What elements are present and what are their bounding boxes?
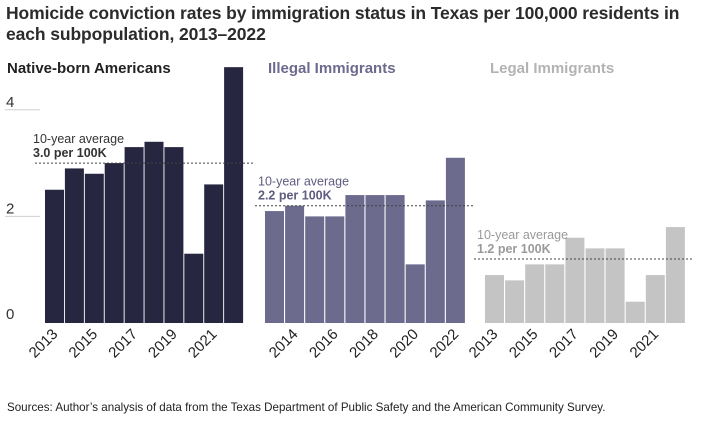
x-tick-label: 2017 — [546, 326, 582, 362]
bar — [45, 189, 64, 323]
x-tick-label: 2018 — [346, 326, 382, 362]
source-note: Sources: Author’s analysis of data from … — [7, 401, 606, 414]
x-tick-label: 2016 — [306, 326, 342, 362]
bar — [405, 264, 425, 323]
y-tick-label: 4 — [6, 94, 14, 111]
bar — [565, 237, 585, 323]
bar — [64, 168, 84, 323]
average-label: 10-year average — [477, 228, 568, 242]
y-tick-label: 0 — [6, 306, 14, 323]
bar — [305, 216, 325, 323]
panel-title: Illegal Immigrants — [268, 60, 396, 77]
panel-title: Native-born Americans — [7, 60, 171, 77]
average-value-label: 2.2 per 100K — [258, 189, 332, 203]
bar — [485, 275, 504, 323]
bar — [605, 248, 625, 323]
bar — [525, 264, 545, 323]
bar — [385, 195, 405, 323]
bar — [184, 253, 204, 323]
bar — [325, 216, 345, 323]
average-value-label: 3.0 per 100K — [33, 146, 107, 160]
bar — [445, 157, 465, 323]
x-tick-label: 2022 — [427, 326, 463, 362]
bar — [625, 301, 645, 323]
bar — [84, 173, 104, 323]
x-tick-label: 2015 — [506, 326, 542, 362]
bar — [285, 205, 305, 323]
x-tick-label: 2015 — [66, 326, 102, 362]
x-tick-label: 2019 — [586, 326, 622, 362]
bar — [585, 248, 605, 323]
x-tick-label: 2021 — [627, 326, 663, 362]
bar — [505, 280, 525, 323]
bar — [204, 184, 224, 323]
x-tick-label: 2013 — [26, 326, 62, 362]
x-tick-label: 2017 — [105, 326, 141, 362]
bar — [425, 200, 445, 323]
x-tick-label: 2013 — [466, 326, 502, 362]
chart-title: Homicide conviction rates by immigration… — [6, 3, 680, 44]
x-tick-label: 2020 — [386, 326, 422, 362]
average-label: 10-year average — [258, 175, 349, 189]
bar — [104, 163, 124, 323]
bar — [164, 147, 184, 323]
bar — [265, 211, 284, 323]
bar — [365, 195, 385, 323]
bar — [144, 141, 164, 323]
bar — [345, 195, 365, 323]
panel-title: Legal Immigrants — [490, 60, 614, 77]
average-label: 10-year average — [33, 132, 124, 146]
bar — [665, 227, 685, 323]
bar — [645, 275, 665, 323]
x-tick-label: 2019 — [145, 326, 181, 362]
y-tick-label: 2 — [6, 200, 14, 217]
bar — [545, 264, 565, 323]
x-tick-label: 2021 — [185, 326, 221, 362]
bar — [124, 147, 144, 323]
bar — [224, 67, 244, 323]
average-value-label: 1.2 per 100K — [477, 242, 551, 256]
x-tick-label: 2014 — [266, 326, 302, 362]
